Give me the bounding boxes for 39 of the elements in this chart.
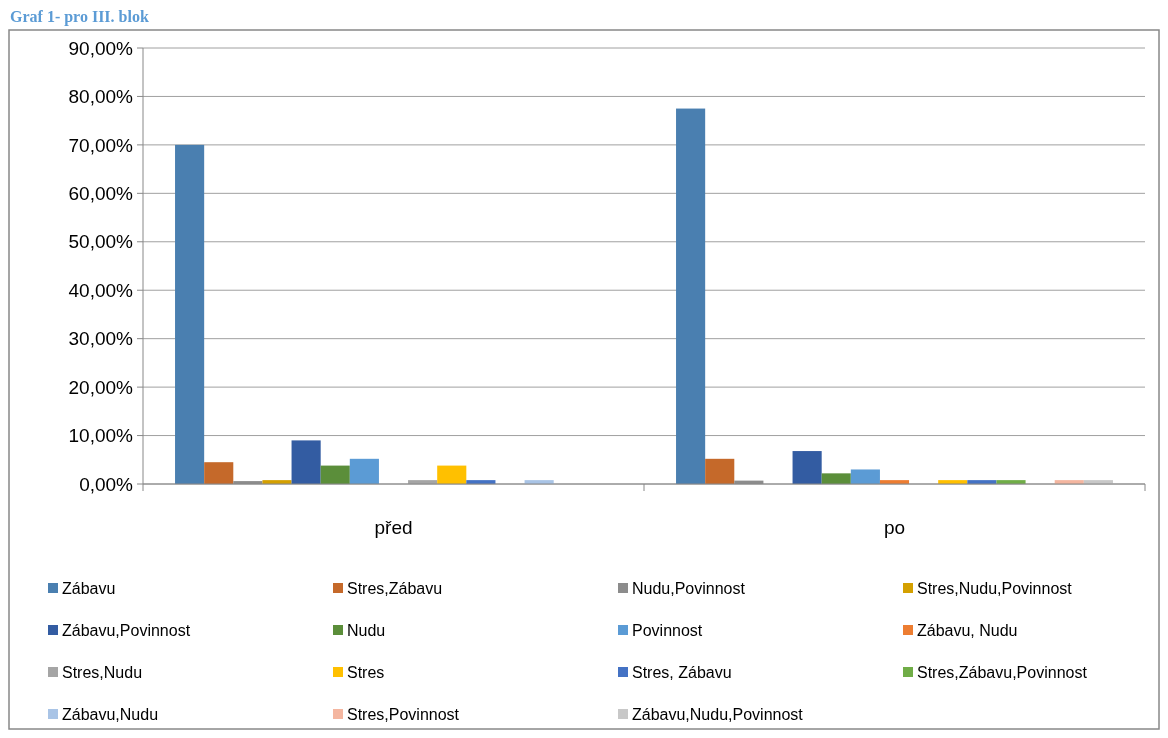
legend-label: Stres,Nudu: [62, 663, 143, 681]
y-tick-label: 60,00%: [68, 182, 134, 204]
bar: [175, 144, 205, 484]
legend-label: Zábavu,Nudu,Povinnost: [632, 705, 804, 723]
legend-label: Stres,Zábavu,Povinnost: [917, 663, 1088, 681]
y-tick-label: 70,00%: [68, 134, 134, 156]
legend-label: Zábavu,Nudu: [62, 705, 159, 723]
y-tick-label: 20,00%: [68, 376, 134, 398]
y-tick-label: 10,00%: [68, 425, 134, 447]
legend-label: Stres,Nudu,Povinnost: [917, 579, 1073, 597]
y-tick-label: 90,00%: [68, 37, 134, 59]
bar: [850, 469, 880, 484]
bar: [437, 465, 467, 484]
bar: [320, 465, 350, 484]
x-tick-label: po: [883, 517, 906, 538]
y-tick-label: 50,00%: [68, 231, 134, 253]
legend-label: Stres,Povinnost: [347, 705, 460, 723]
legend-label: Stres,Zábavu: [347, 579, 443, 597]
bar: [349, 458, 379, 484]
chart-title: Graf 1- pro III. blok: [10, 8, 149, 26]
bar: [705, 458, 735, 484]
legend-label: Stres, Zábavu: [632, 663, 732, 681]
x-tick-label: před: [374, 517, 413, 538]
legend-label: Zábavu,Povinnost: [62, 621, 191, 639]
bar: [792, 451, 822, 484]
y-tick-label: 0,00%: [79, 473, 134, 495]
bar: [204, 462, 234, 484]
y-tick-label: 30,00%: [68, 328, 134, 350]
bar: [821, 473, 851, 484]
legend-label: Povinnost: [632, 621, 703, 639]
y-tick-label: 80,00%: [68, 86, 134, 108]
bar: [676, 108, 706, 484]
legend-label: Nudu: [347, 621, 386, 639]
legend-label: Stres: [347, 663, 385, 681]
legend-label: Nudu,Povinnost: [632, 579, 746, 597]
y-tick-label: 40,00%: [68, 279, 134, 301]
legend-label: Zábavu, Nudu: [917, 621, 1018, 639]
legend-label: Zábavu: [62, 579, 116, 597]
bar: [291, 440, 321, 484]
